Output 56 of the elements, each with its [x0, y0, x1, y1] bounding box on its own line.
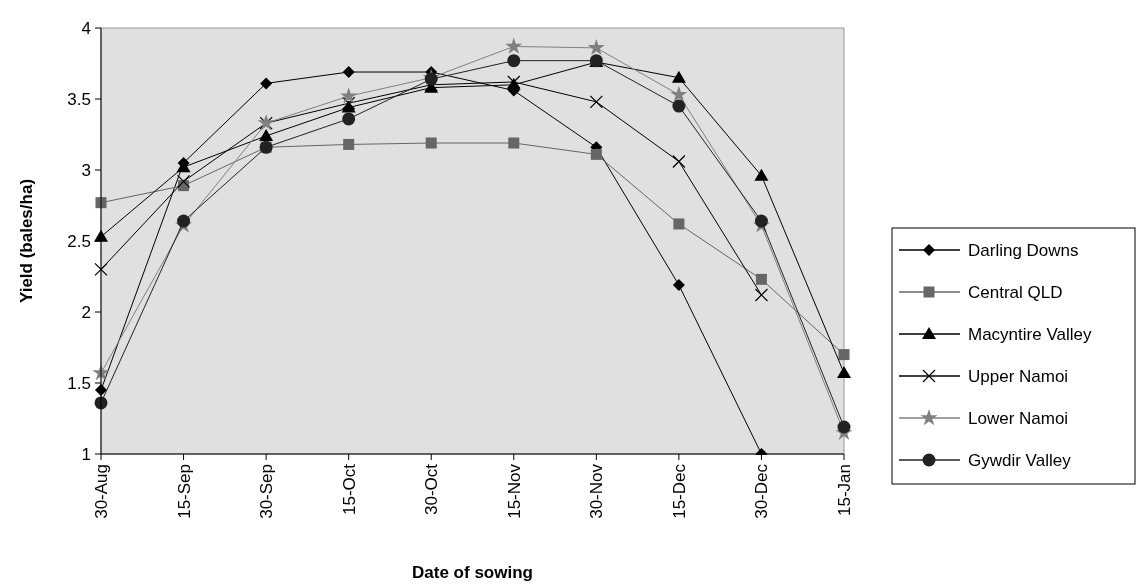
- y-tick-label: 3.5: [67, 89, 91, 109]
- y-tick-label: 4: [81, 18, 91, 38]
- point: [670, 85, 688, 102]
- point: [587, 38, 605, 56]
- point: [343, 138, 355, 150]
- point: [342, 66, 355, 79]
- point: [671, 70, 686, 83]
- y-tick-label: 2: [81, 302, 91, 322]
- x-tick-label: 15-Nov: [504, 463, 524, 519]
- point: [425, 137, 437, 149]
- point: [340, 87, 358, 104]
- legend-label: Gywdir Valley: [968, 450, 1072, 470]
- point: [754, 214, 768, 228]
- point: [342, 96, 356, 110]
- point: [94, 262, 108, 276]
- point: [508, 137, 520, 149]
- point: [672, 99, 686, 113]
- legend-label: Lower Namoi: [968, 408, 1069, 428]
- point: [177, 214, 191, 228]
- point: [754, 168, 769, 181]
- x-tick-label: 15-Oct: [339, 463, 359, 516]
- point: [424, 72, 438, 86]
- point: [342, 112, 356, 126]
- point: [755, 273, 767, 285]
- x-tick-label: 15-Sep: [174, 464, 194, 519]
- x-tick-label: 30-Nov: [587, 463, 607, 519]
- legend-label: Central QLD: [968, 282, 1063, 302]
- point: [837, 366, 851, 379]
- legend-label: Darling Downs: [968, 240, 1079, 260]
- point: [507, 54, 521, 68]
- point: [673, 218, 685, 230]
- y-tick-label: 1: [81, 444, 91, 464]
- point: [590, 148, 602, 160]
- x-tick-label: 30-Oct: [422, 463, 442, 516]
- y-tick-label: 2.5: [67, 231, 91, 251]
- point: [589, 95, 603, 109]
- x-tick-label: 15-Jan: [835, 464, 854, 516]
- y-axis-title: Yield (bales/ha): [17, 178, 36, 304]
- point: [837, 420, 851, 434]
- x-tick-label: 15-Dec: [669, 463, 689, 519]
- x-tick-label: 30-Dec: [752, 463, 772, 519]
- point: [672, 279, 685, 292]
- y-tick-label: 1.5: [67, 373, 91, 393]
- x-axis-title: Date of sowing: [412, 563, 533, 582]
- x-tick-label: 30-Sep: [257, 464, 277, 519]
- point: [838, 349, 850, 361]
- point: [259, 128, 274, 141]
- point: [176, 174, 191, 188]
- point: [260, 77, 273, 90]
- point: [754, 288, 769, 302]
- point: [672, 154, 686, 169]
- y-tick-label: 3: [81, 160, 91, 180]
- point: [505, 37, 523, 54]
- legend-label: Upper Namoi: [968, 366, 1069, 386]
- legend-label: Macyntire Valley: [968, 324, 1092, 344]
- x-tick-label: 30-Aug: [92, 464, 111, 519]
